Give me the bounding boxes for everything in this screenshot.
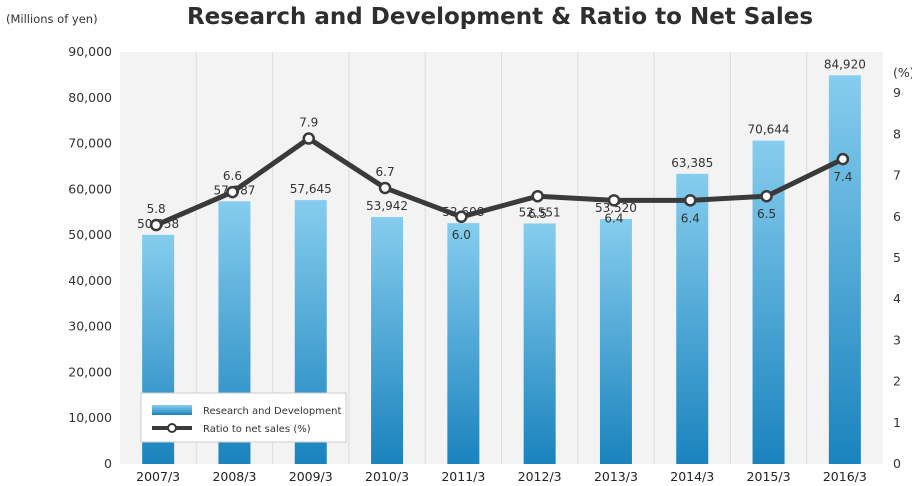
- legend-bar-swatch: [152, 405, 192, 415]
- rd-bar: [523, 223, 556, 464]
- y2-tick-label: 0: [893, 456, 901, 471]
- y-tick-label: 80,000: [68, 90, 112, 105]
- y-tick-label: 10,000: [68, 410, 112, 425]
- ratio-value-label: 7.9: [299, 116, 318, 130]
- y2-tick-label: 3: [893, 332, 901, 347]
- x-tick-label: 2012/3: [518, 469, 562, 484]
- rd-bar-value-label: 57,645: [290, 182, 332, 196]
- x-tick-label: 2013/3: [594, 469, 638, 484]
- y-axis-left: 0 10,000 20,000 30,000 40,000 50,000 60,000 70,…: [68, 44, 112, 471]
- y-tick-label: 50,000: [68, 227, 112, 242]
- ratio-point: [836, 152, 850, 166]
- x-tick-label: 2008/3: [212, 469, 256, 484]
- ratio-point: [226, 185, 239, 199]
- grid-lines: [195, 52, 808, 464]
- rd-bar-value-label: 70,644: [748, 123, 790, 137]
- legend-line-marker: [167, 423, 177, 433]
- rd-bar-value-label: 53,942: [366, 199, 408, 213]
- ratio-value-label: 6.4: [681, 211, 700, 225]
- legend-bar-label: Research and Development: [203, 406, 341, 417]
- ratio-value-label: 5.8: [147, 202, 166, 216]
- x-tick-label: 2014/3: [670, 469, 714, 484]
- ratio-line: [155, 136, 844, 228]
- ratio-line-series: [149, 132, 850, 232]
- y2-tick-label: 5: [893, 250, 901, 265]
- legend-box: [140, 392, 347, 443]
- ratio-value-label: 6.5: [528, 207, 547, 221]
- y-tick-label: 40,000: [68, 273, 112, 288]
- rd-bar: [371, 217, 404, 464]
- y2-axis-unit-label: (%): [893, 65, 912, 80]
- legend-line-label: Ratio to net sales (%): [203, 424, 311, 435]
- y-tick-label: 30,000: [68, 319, 112, 334]
- legend: Research and Development Ratio to net sa…: [140, 392, 347, 443]
- ratio-value-label: 6.4: [604, 211, 623, 225]
- ratio-value-label: 7.4: [833, 170, 852, 184]
- y2-tick-label: 8: [893, 126, 901, 141]
- y-axis-unit-label: (Millions of yen): [6, 12, 98, 26]
- ratio-point: [531, 189, 544, 203]
- y-tick-label: 70,000: [68, 136, 112, 151]
- rd-bar-value-label: 52,551: [519, 205, 561, 219]
- x-tick-label: 2009/3: [289, 469, 333, 484]
- y2-tick-label: 9: [893, 85, 901, 100]
- ratio-point: [149, 218, 163, 232]
- y-tick-label: 60,000: [68, 181, 112, 196]
- rd-bar: [447, 223, 480, 464]
- chart-title: Research and Development & Ratio to Net …: [186, 4, 814, 30]
- x-tick-label: 2010/3: [365, 469, 409, 484]
- y2-tick-label: 4: [893, 291, 901, 306]
- rd-bar-value-label: 53,520: [595, 201, 637, 215]
- y2-tick-label: 7: [893, 168, 901, 183]
- x-axis: 2007/3 2008/3 2009/3 2010/3 2011/3 2012/3 2013…: [136, 469, 867, 484]
- ratio-point: [378, 181, 392, 195]
- rd-bar-value-label: 84,920: [824, 57, 866, 71]
- ratio-point: [684, 194, 697, 207]
- ratio-value-labels: 5.8 6.6 7.9 6.7 6.0 6.5 6.4 6.4 6.5 7.4: [147, 116, 853, 242]
- y2-tick-label: 1: [893, 415, 901, 430]
- ratio-value-label: 6.6: [223, 169, 242, 183]
- rd-bar: [676, 173, 709, 464]
- y-axis-right: 0 1 2 3 4 5 6 7 8 9: [893, 85, 901, 471]
- ratio-point: [302, 132, 315, 145]
- x-tick-label: 2007/3: [136, 469, 180, 484]
- x-tick-label: 2016/3: [823, 469, 867, 484]
- ratio-value-label: 6.7: [376, 165, 395, 179]
- y2-tick-label: 2: [893, 374, 901, 389]
- y-tick-label: 20,000: [68, 364, 112, 379]
- ratio-value-label: 6.5: [757, 207, 776, 221]
- x-tick-label: 2015/3: [747, 469, 791, 484]
- x-tick-label: 2011/3: [441, 469, 485, 484]
- ratio-point: [760, 189, 773, 203]
- y2-tick-label: 6: [893, 209, 901, 224]
- rd-bar-value-label: 63,385: [671, 156, 713, 170]
- y-tick-label: 90,000: [68, 44, 112, 59]
- ratio-point: [607, 194, 621, 207]
- ratio-value-label: 6.0: [452, 228, 471, 242]
- rd-bar: [828, 75, 861, 464]
- y-tick-label: 0: [104, 456, 112, 471]
- ratio-point: [455, 210, 468, 224]
- rd-bar: [599, 218, 632, 464]
